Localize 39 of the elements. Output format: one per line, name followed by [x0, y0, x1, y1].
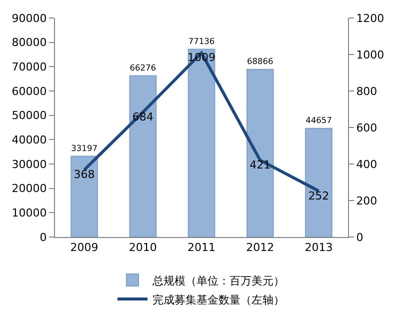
bar	[188, 48, 216, 237]
data-label: 252	[308, 189, 330, 202]
y-tick-label: 40000	[12, 134, 47, 147]
data-label: 684	[132, 110, 154, 124]
y-tick-label: 70000	[12, 60, 47, 74]
x-tick-label: 2013	[304, 241, 333, 254]
legend-label: 总规模（单位：百万美元）	[152, 274, 284, 288]
data-label: 421	[250, 158, 271, 172]
x-tick-label: 2011	[188, 241, 216, 254]
y-tick-label: 30000	[12, 158, 47, 171]
bar	[129, 75, 157, 237]
y2-tick-label: 1000	[356, 48, 384, 62]
bar	[246, 68, 274, 237]
y2-tick-label: 600	[356, 121, 378, 134]
data-label: 368	[74, 168, 95, 182]
y-tick-label: 10000	[12, 206, 47, 220]
data-label: 66276	[130, 62, 156, 72]
x-tick-label: 2012	[246, 241, 274, 254]
data-label: 33197	[71, 142, 98, 153]
bar	[305, 128, 332, 237]
x-tick-label: 2009	[70, 241, 98, 254]
y-tick-label: 50000	[12, 109, 47, 122]
data-label: 44657	[306, 115, 332, 126]
y2-tick-label: 1200	[356, 12, 384, 25]
legend-label: 完成募集基金数量（左轴）	[152, 293, 284, 306]
x-tick-label: 2010	[128, 241, 157, 254]
y2-tick-label: 400	[356, 158, 378, 171]
y-tick-label: 20000	[12, 182, 47, 196]
y-tick-label: 60000	[12, 84, 47, 98]
data-label: 68866	[246, 56, 274, 66]
y-tick-label: 90000	[12, 12, 47, 25]
data-label: 77136	[188, 36, 215, 46]
y2-tick-label: 200	[356, 194, 378, 208]
data-label: 1009	[188, 51, 216, 64]
y-tick-label: 0	[40, 230, 47, 244]
y2-tick-label: 800	[356, 84, 378, 98]
y2-tick-label: 0	[356, 230, 364, 244]
bar	[70, 156, 98, 237]
y-tick-label: 80000	[12, 36, 47, 50]
